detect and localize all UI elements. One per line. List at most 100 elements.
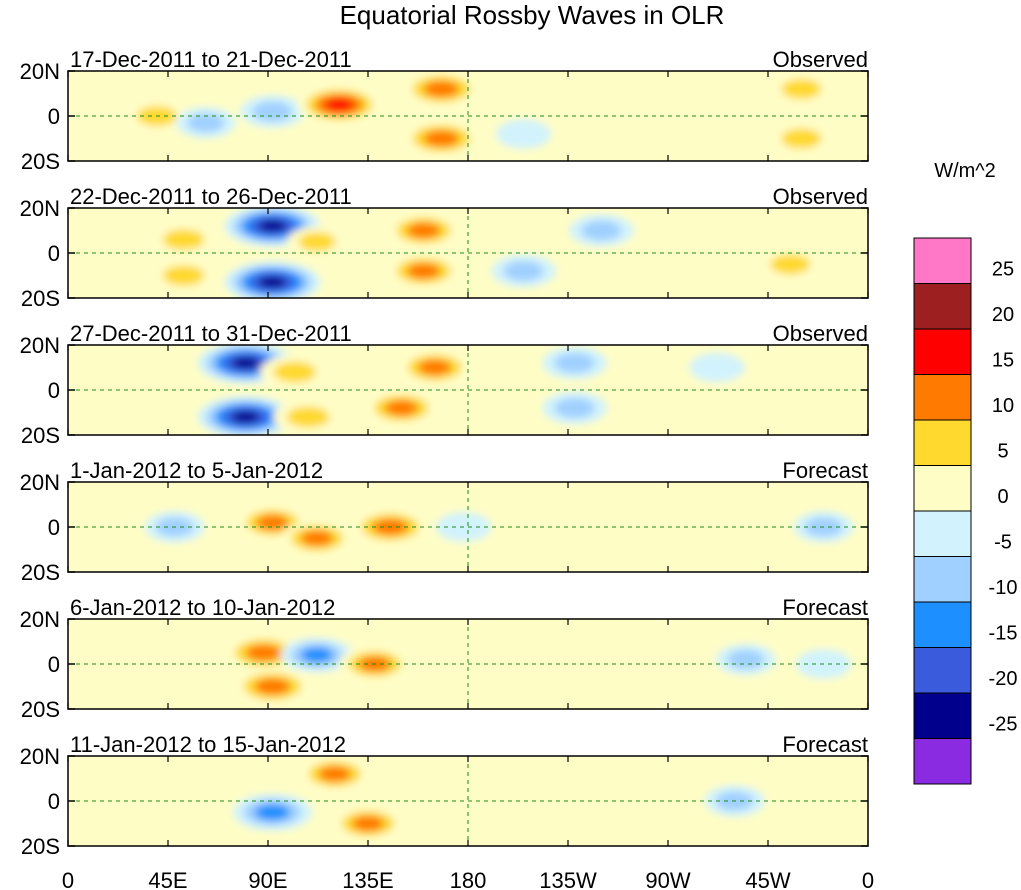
y-tick-label: 20N xyxy=(20,59,60,84)
anomaly-cell xyxy=(407,222,441,239)
anomaly-cell xyxy=(770,254,811,275)
anomaly-cell xyxy=(503,261,544,281)
x-tick-label: 135E xyxy=(342,868,393,890)
y-tick-label: 0 xyxy=(48,789,60,814)
panel-kind: Forecast xyxy=(782,458,868,483)
panel-period: 17-Dec-2011 to 21-Dec-2011 xyxy=(70,47,352,72)
y-tick-label: 20S xyxy=(21,423,60,448)
anomaly-cell xyxy=(495,119,552,149)
panel-kind: Forecast xyxy=(782,595,868,620)
panel-period: 27-Dec-2011 to 31-Dec-2011 xyxy=(70,321,352,346)
anomaly-cell xyxy=(418,359,452,376)
y-tick-label: 20N xyxy=(20,196,60,221)
y-tick-label: 20N xyxy=(20,470,60,495)
anomaly-cell xyxy=(254,804,291,821)
anomaly-cell xyxy=(254,678,291,695)
colorbar-units: W/m^2 xyxy=(934,160,996,182)
colorbar: W/m^2 25 20 15 10 5 0 -5 -10 -15 -20 -25 xyxy=(913,160,1018,785)
anomaly-field xyxy=(223,634,852,705)
panel-period: 6-Jan-2012 to 10-Jan-2012 xyxy=(70,595,335,620)
anomaly-cell xyxy=(781,128,822,149)
anomaly-cell xyxy=(300,530,333,546)
panels-group: 20N 0 20S 17-Dec-2011 to 21-Dec-2011 Observe… xyxy=(20,47,869,859)
anomaly-cell xyxy=(727,649,765,670)
anomaly-cell xyxy=(256,514,289,531)
anomaly-cell xyxy=(273,361,317,383)
x-tick-label: 0 xyxy=(862,868,874,890)
colorbar-box xyxy=(913,419,972,466)
panel-1: 20N 0 20S 17-Dec-2011 to 21-Dec-2011 Observe… xyxy=(20,47,869,174)
anomaly-cell xyxy=(300,647,333,663)
anomaly-cell xyxy=(781,79,822,99)
anomaly-cell xyxy=(423,80,459,98)
anomaly-cell xyxy=(187,113,225,133)
y-tick-label: 0 xyxy=(48,378,60,403)
colorbar-box xyxy=(913,465,972,512)
anomaly-cell xyxy=(286,406,330,428)
colorbar-box xyxy=(913,601,972,648)
colorbar-box xyxy=(913,374,972,421)
x-tick-label: 90W xyxy=(645,868,690,890)
y-tick-label: 20S xyxy=(21,149,60,174)
anomaly-cell xyxy=(298,232,336,252)
anomaly-cell xyxy=(258,220,287,232)
panel-kind: Forecast xyxy=(782,732,868,757)
anomaly-cell xyxy=(423,130,459,147)
x-tick-label: 45W xyxy=(745,868,790,890)
colorbar-label: -20 xyxy=(989,668,1018,690)
chart-title: Equatorial Rossby Waves in OLR xyxy=(340,0,725,30)
panel-period: 1-Jan-2012 to 5-Jan-2012 xyxy=(70,458,323,483)
panel-kind: Observed xyxy=(773,321,868,346)
panel-5: 20N 0 20S 6-Jan-2012 to 10-Jan-2012 Forecast xyxy=(20,595,869,722)
colorbar-box xyxy=(913,692,972,739)
x-tick-label: 180 xyxy=(450,868,487,890)
y-tick-label: 0 xyxy=(48,515,60,540)
anomaly-field xyxy=(149,208,823,298)
colorbar-label: 25 xyxy=(992,259,1014,281)
anomaly-cell xyxy=(352,815,384,832)
colorbar-label: -25 xyxy=(989,714,1018,736)
x-tick-label: 90E xyxy=(248,868,287,890)
anomaly-cell xyxy=(162,265,205,286)
anomaly-cell xyxy=(162,229,205,250)
y-tick-label: 0 xyxy=(48,104,60,129)
y-tick-label: 0 xyxy=(48,241,60,266)
colorbar-box xyxy=(913,647,972,694)
anomaly-cell xyxy=(252,101,293,122)
colorbar-box xyxy=(913,237,972,284)
y-tick-label: 20S xyxy=(21,697,60,722)
anomaly-cell xyxy=(689,352,745,383)
anomaly-field xyxy=(197,345,745,435)
panel-4: 20N 0 20S 1-Jan-2012 to 5-Jan-2012 Forecast xyxy=(20,458,869,585)
x-tick-label: 0 xyxy=(62,868,74,890)
colorbar-label: 20 xyxy=(992,304,1014,326)
panel-6: 20N 0 20S 11-Jan-2012 to 15-Jan-2012 Forecas… xyxy=(20,732,869,859)
anomaly-cell xyxy=(318,766,351,782)
colorbar-label: -5 xyxy=(994,532,1012,554)
longitude-axis: 0 45E 90E 135E 180 135W 90W 45W 0 xyxy=(62,868,874,890)
colorbar-label: -10 xyxy=(989,577,1018,599)
colorbar-label: 15 xyxy=(992,350,1014,372)
colorbar-box xyxy=(913,283,972,330)
colorbar-label: -15 xyxy=(989,623,1018,645)
anomaly-cell xyxy=(384,400,418,416)
anomaly-field xyxy=(144,505,854,556)
colorbar-label: 10 xyxy=(992,395,1014,417)
anomaly-cell xyxy=(232,357,260,369)
colorbar-box xyxy=(913,556,972,603)
anomaly-cell xyxy=(232,411,260,423)
colorbar-box xyxy=(913,510,972,557)
anomaly-cell xyxy=(407,263,441,279)
y-tick-label: 20S xyxy=(21,286,60,311)
panel-3: 20N 0 20S 27-Dec-2011 to 31-Dec-2011 Observe… xyxy=(20,321,869,448)
colorbar-label: 5 xyxy=(997,441,1008,463)
y-tick-label: 20N xyxy=(20,607,60,632)
panel-period: 22-Dec-2011 to 26-Dec-2011 xyxy=(70,184,352,209)
anomaly-cell xyxy=(258,276,287,289)
anomaly-cell xyxy=(581,220,622,241)
anomaly-cell xyxy=(554,398,595,418)
anomaly-cell xyxy=(162,774,218,805)
anomaly-field xyxy=(162,756,852,841)
x-tick-label: 45E xyxy=(148,868,187,890)
